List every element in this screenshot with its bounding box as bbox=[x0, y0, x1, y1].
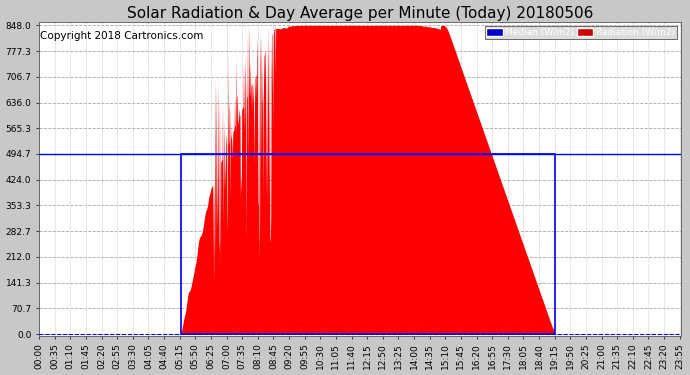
Bar bbox=[181, 154, 555, 334]
Legend: Median (W/m2), Radiation (W/m2): Median (W/m2), Radiation (W/m2) bbox=[484, 26, 677, 39]
Title: Solar Radiation & Day Average per Minute (Today) 20180506: Solar Radiation & Day Average per Minute… bbox=[127, 6, 593, 21]
Text: Copyright 2018 Cartronics.com: Copyright 2018 Cartronics.com bbox=[40, 31, 203, 41]
